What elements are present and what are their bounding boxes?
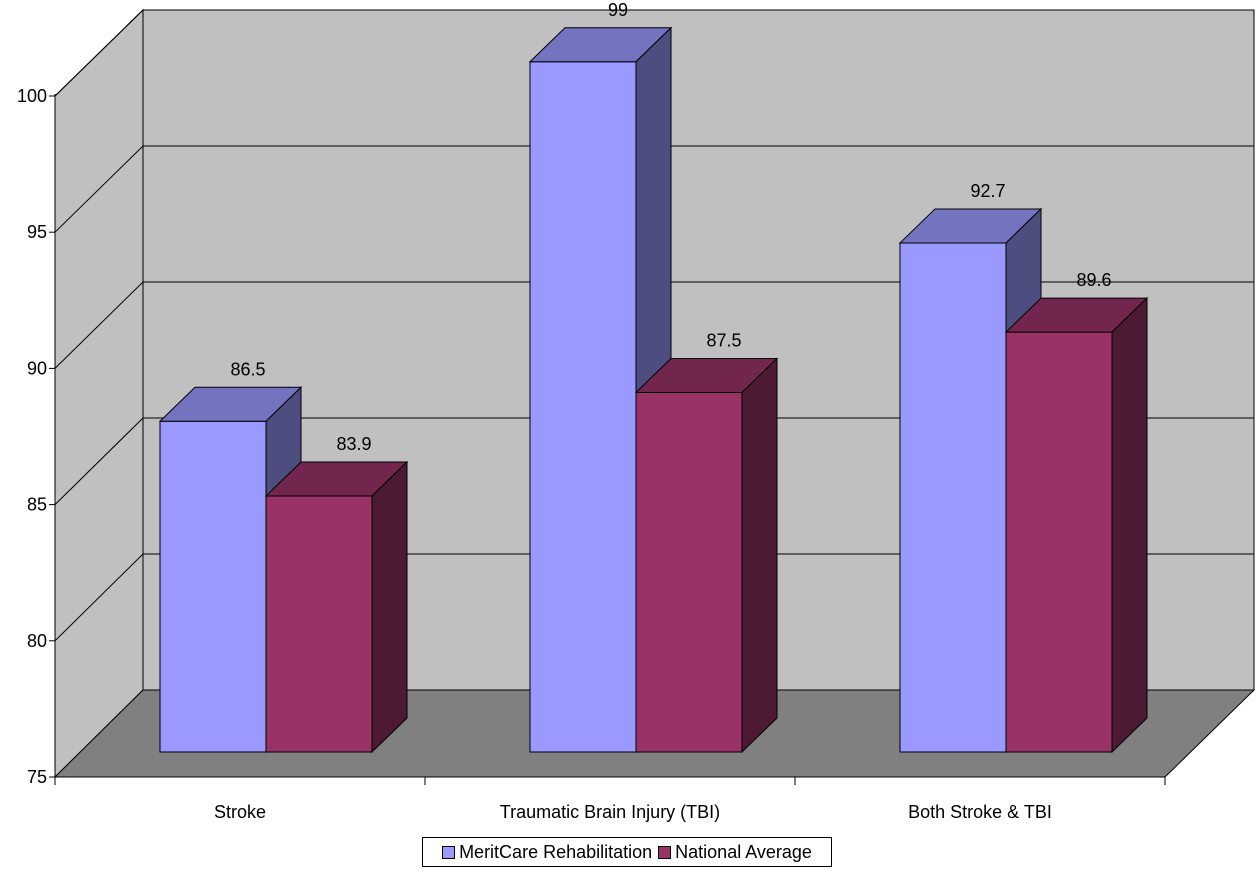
data-label: 86.5 xyxy=(230,359,265,379)
y-tick-label: 90 xyxy=(27,358,47,378)
gridline xyxy=(54,417,1254,505)
bar-front xyxy=(265,495,373,753)
x-tick-label: Traumatic Brain Injury (TBI) xyxy=(500,802,720,822)
side-wall xyxy=(54,8,144,779)
data-label: 83.9 xyxy=(336,434,371,454)
gridline xyxy=(54,145,1254,233)
legend-label-national: National Average xyxy=(675,841,812,862)
legend: MeritCare Rehabilitation National Averag… xyxy=(422,837,832,867)
y-tick-label: 100 xyxy=(17,86,47,106)
bar-front xyxy=(529,61,637,753)
gridline xyxy=(54,553,1254,642)
x-tick-label: Both Stroke & TBI xyxy=(908,802,1052,822)
bar-side xyxy=(1111,296,1148,754)
legend-swatch-meritcare xyxy=(442,845,456,859)
legend-swatch-national xyxy=(658,845,672,859)
data-label: 89.6 xyxy=(1076,270,1111,290)
y-tick-label: 85 xyxy=(27,495,47,515)
bar-front xyxy=(899,242,1007,753)
bars xyxy=(158,26,1149,754)
y-tick-label: 80 xyxy=(27,631,47,651)
axes: 75 80 85 90 95 100 Stroke Traumatic Brain Injur… xyxy=(17,86,1166,822)
bar-side xyxy=(741,357,778,754)
y-tick-label: 75 xyxy=(27,767,47,787)
x-tick-label: Stroke xyxy=(214,802,266,822)
legend-label-meritcare: MeritCare Rehabilitation xyxy=(459,841,653,862)
bar-front xyxy=(159,420,267,753)
bar-front xyxy=(635,392,743,753)
gridline xyxy=(54,9,1254,97)
gridlines xyxy=(54,9,1254,642)
data-label: 99 xyxy=(608,0,628,20)
legend-item-national: National Average xyxy=(658,842,812,863)
y-tick-label: 95 xyxy=(27,222,47,242)
legend-item-meritcare: MeritCare Rehabilitation xyxy=(442,842,652,863)
bar-front xyxy=(1005,331,1113,753)
data-label: 87.5 xyxy=(706,331,741,351)
bar-side xyxy=(371,460,408,754)
data-labels: 86.5 83.9 99 87.5 92.7 89.6 xyxy=(230,0,1111,454)
gridline xyxy=(54,281,1254,369)
data-label: 92.7 xyxy=(970,181,1005,201)
